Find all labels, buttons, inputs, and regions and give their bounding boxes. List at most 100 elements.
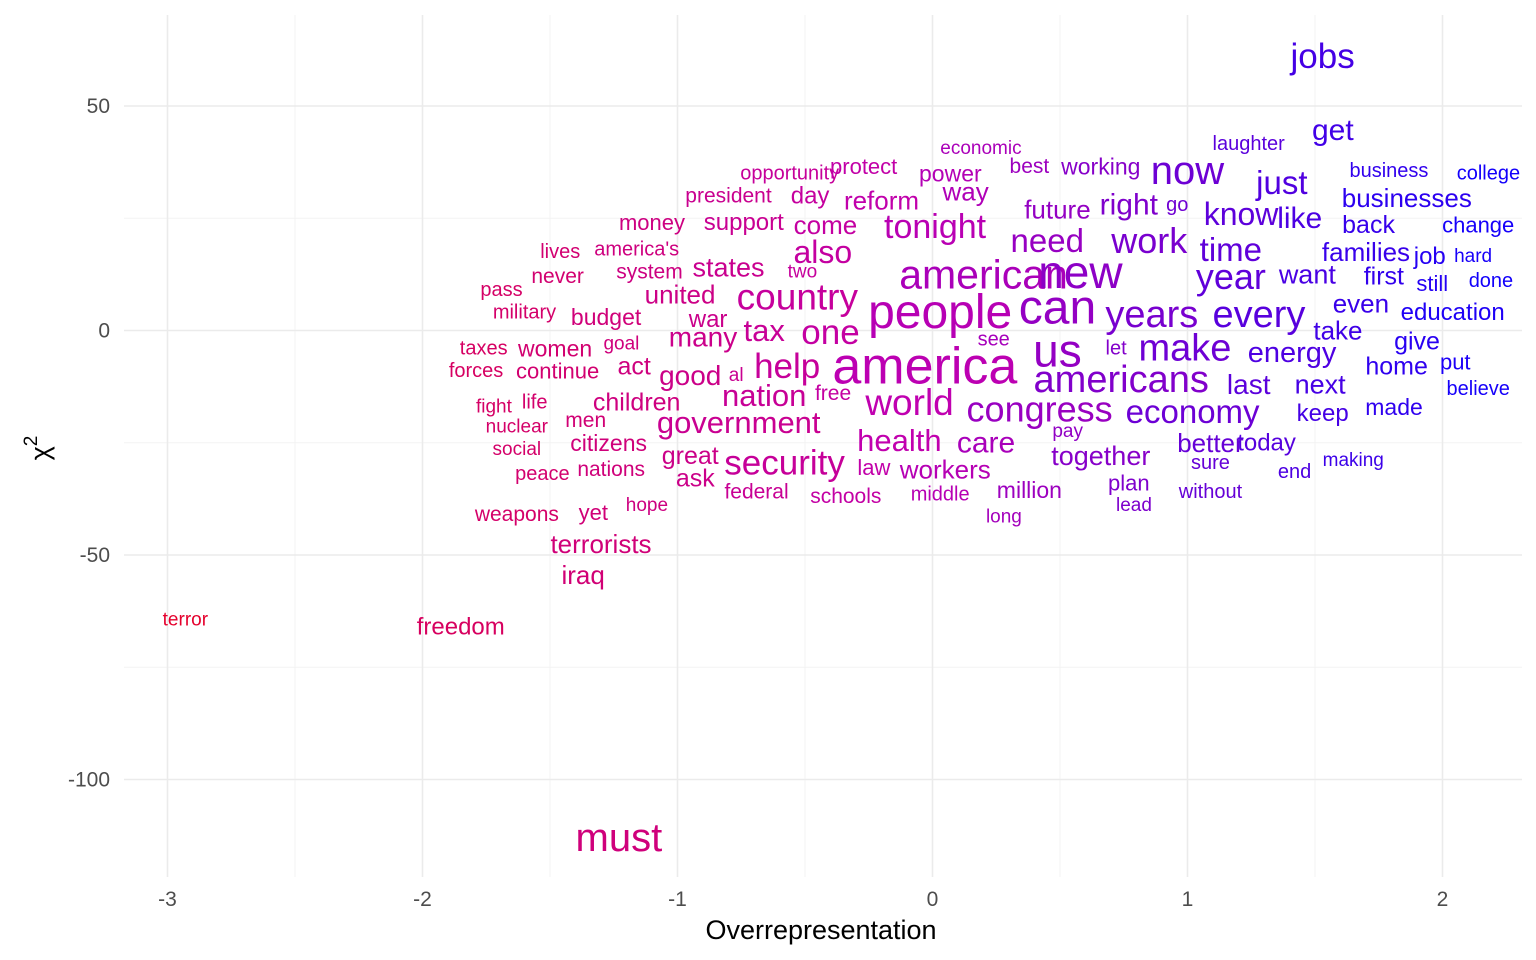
word-point: many bbox=[669, 322, 737, 353]
word-point: last bbox=[1227, 369, 1271, 400]
word-point: great bbox=[662, 442, 719, 470]
word-point: day bbox=[791, 182, 830, 209]
word-point: ask bbox=[676, 465, 715, 493]
word-point: support bbox=[704, 209, 784, 236]
word-point: lives bbox=[540, 241, 580, 263]
word-point: plan bbox=[1108, 471, 1150, 496]
word-point: long bbox=[986, 506, 1022, 527]
word-point: world bbox=[864, 382, 953, 423]
y-axis-ticks: 50 0 -50 -100 bbox=[68, 95, 110, 792]
word-point: economy bbox=[1126, 393, 1260, 430]
word-point: free bbox=[815, 382, 851, 405]
word-point: citizens bbox=[570, 430, 647, 456]
word-point: people bbox=[868, 286, 1012, 339]
word-point: never bbox=[531, 265, 584, 288]
word-point: tonight bbox=[884, 208, 987, 246]
word-point: together bbox=[1051, 441, 1150, 471]
word-point: tax bbox=[744, 313, 786, 348]
word-point: care bbox=[957, 426, 1015, 459]
word-point: america bbox=[832, 337, 1017, 395]
word-point: jobs bbox=[1290, 37, 1355, 76]
word-point: social bbox=[493, 439, 542, 460]
word-point: yet bbox=[579, 500, 608, 525]
word-point: million bbox=[997, 477, 1062, 503]
word-point: middle bbox=[911, 483, 970, 505]
word-point: states bbox=[692, 253, 764, 283]
word-point: must bbox=[576, 816, 663, 860]
word-point: iraq bbox=[561, 560, 604, 590]
word-point: just bbox=[1255, 164, 1307, 201]
word-point: first bbox=[1364, 263, 1404, 291]
word-point: now bbox=[1151, 149, 1224, 193]
word-point: future bbox=[1024, 194, 1091, 224]
x-tick-label: -3 bbox=[158, 888, 177, 911]
word-point: americans bbox=[1034, 359, 1209, 401]
word-point: next bbox=[1295, 369, 1347, 399]
x-axis-ticks: -3 -2 -1 0 1 2 bbox=[158, 888, 1448, 911]
word-point: families bbox=[1322, 237, 1410, 267]
x-tick-label: 1 bbox=[1182, 888, 1194, 911]
word-point: nations bbox=[577, 458, 645, 481]
x-tick-label: 0 bbox=[927, 888, 939, 911]
word-point: come bbox=[794, 210, 858, 240]
x-axis-title: Overrepresentation bbox=[705, 915, 936, 945]
word-point: budget bbox=[571, 304, 642, 330]
word-point: end bbox=[1278, 461, 1311, 483]
word-point: good bbox=[659, 360, 721, 391]
word-point: business bbox=[1349, 160, 1428, 182]
y-axis-title-superscript: 2 bbox=[21, 436, 42, 447]
word-point: america's bbox=[594, 239, 679, 261]
word-point: protect bbox=[830, 154, 897, 179]
word-point: new bbox=[1038, 246, 1123, 298]
word-point: power bbox=[919, 160, 982, 186]
word-point: years bbox=[1105, 294, 1198, 336]
x-tick-label: -2 bbox=[413, 888, 432, 911]
word-point: weapons bbox=[474, 503, 559, 526]
word-point: education bbox=[1401, 299, 1505, 326]
word-point: better bbox=[1177, 428, 1244, 458]
word-point: continue bbox=[516, 358, 599, 383]
word-points: jobs get laughter economic now opportunitypro… bbox=[163, 37, 1520, 860]
word-point: best bbox=[1010, 155, 1050, 178]
word-point: nuclear bbox=[486, 417, 549, 438]
word-point: take bbox=[1313, 316, 1362, 346]
word-point: goal bbox=[603, 333, 639, 354]
word-point: peace bbox=[515, 463, 570, 485]
word-point: give bbox=[1394, 328, 1440, 356]
word-point: security bbox=[724, 443, 845, 482]
word-point: making bbox=[1323, 450, 1384, 471]
word-point: make bbox=[1138, 327, 1231, 369]
word-point: pass bbox=[480, 279, 522, 301]
word-point: system bbox=[616, 261, 683, 284]
word-point: back bbox=[1342, 211, 1395, 239]
word-point: lead bbox=[1116, 495, 1152, 516]
word-point: believe bbox=[1447, 378, 1510, 400]
word-point: terror bbox=[163, 610, 209, 631]
word-point: war bbox=[688, 306, 728, 333]
word-point: us bbox=[1033, 325, 1082, 377]
word-point: work bbox=[1110, 220, 1188, 261]
word-point: taxes bbox=[460, 337, 508, 359]
word-point: done bbox=[1469, 270, 1514, 292]
word-point: go bbox=[1166, 194, 1188, 216]
word-point: can bbox=[1019, 282, 1096, 335]
y-tick-label: -50 bbox=[80, 544, 110, 567]
word-point: sure bbox=[1191, 452, 1230, 474]
y-axis-title-symbol: χ bbox=[25, 446, 55, 460]
word-point: want bbox=[1278, 259, 1337, 289]
y-tick-label: 0 bbox=[98, 320, 110, 343]
word-point: women bbox=[517, 335, 592, 361]
word-point: every bbox=[1212, 294, 1305, 336]
word-point: pay bbox=[1052, 421, 1083, 442]
word-point: opportunity bbox=[740, 162, 839, 184]
word-point: still bbox=[1416, 271, 1448, 296]
word-point: without bbox=[1178, 481, 1243, 503]
word-point: forces bbox=[449, 360, 503, 382]
word-point: life bbox=[522, 391, 548, 413]
word-point: money bbox=[619, 210, 685, 235]
word-point: government bbox=[657, 405, 821, 440]
word-point: two bbox=[788, 262, 818, 283]
word-point: change bbox=[1442, 212, 1514, 237]
word-point: one bbox=[801, 313, 859, 352]
word-point: put bbox=[1440, 349, 1471, 374]
